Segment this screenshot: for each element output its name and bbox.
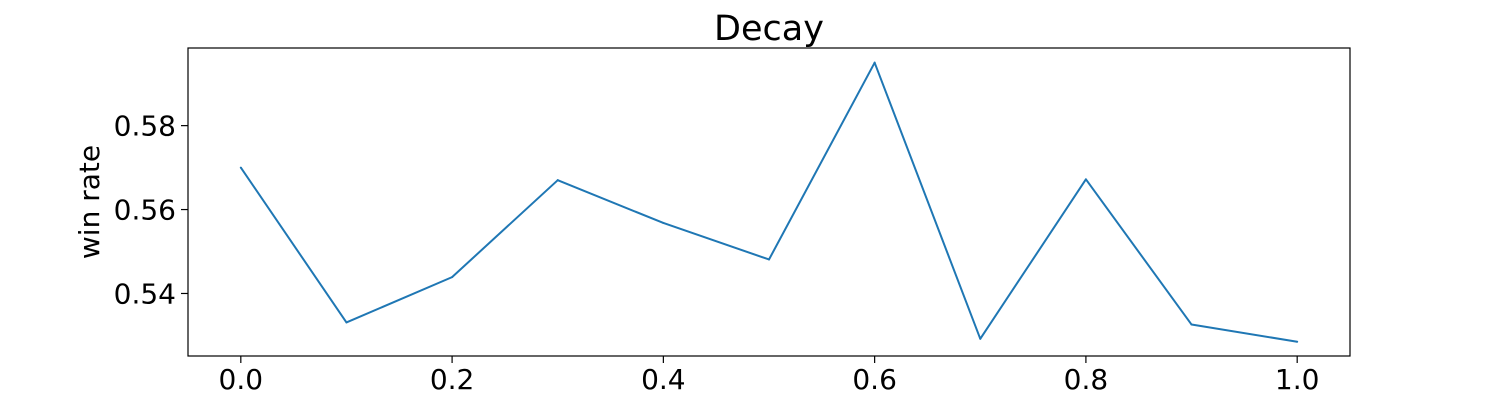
data-point (1190, 323, 1193, 326)
data-point (1084, 178, 1087, 181)
data-point (662, 221, 665, 224)
data-point (1296, 340, 1299, 343)
y-tick-label: 0.54 (114, 277, 176, 310)
x-axis: 0.0 0.2 0.4 0.6 0.8 1.0 (219, 356, 1320, 396)
chart-title: Decay (714, 9, 824, 49)
data-point (345, 321, 348, 324)
y-axis-label: win rate (73, 145, 106, 259)
data-point (979, 337, 982, 340)
series-layer (239, 61, 1299, 343)
data-point (556, 179, 559, 182)
data-point (768, 258, 770, 261)
x-tick-label: 0.4 (641, 363, 686, 396)
y-tick-label: 0.56 (114, 194, 176, 227)
x-tick-label: 0.0 (219, 363, 264, 396)
y-tick-label: 0.58 (114, 110, 176, 143)
data-point (873, 61, 876, 64)
x-tick-label: 0.2 (430, 363, 475, 396)
x-tick-label: 0.6 (852, 363, 897, 396)
data-point (239, 166, 242, 169)
data-point (451, 276, 454, 279)
x-tick-label: 1.0 (1275, 363, 1320, 396)
series-line (239, 61, 1298, 343)
x-tick-label: 0.8 (1064, 363, 1109, 396)
y-axis: 0.54 0.56 0.58 (114, 110, 188, 310)
plot-frame (187, 47, 1351, 357)
